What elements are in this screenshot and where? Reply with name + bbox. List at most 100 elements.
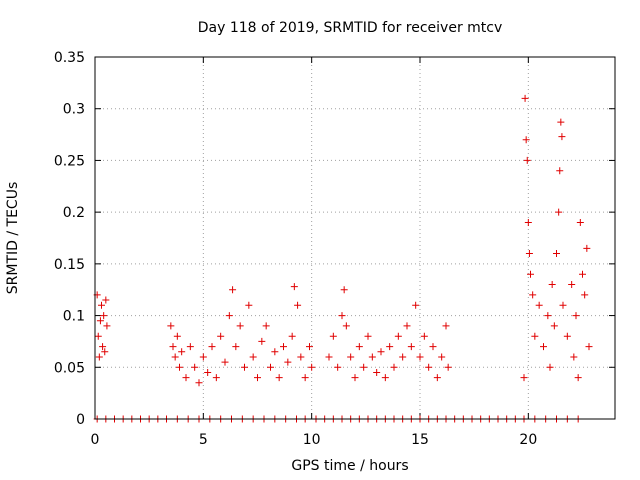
y-axis-label: SRMTID / TECUs xyxy=(5,182,21,295)
data-point xyxy=(394,332,402,340)
data-point xyxy=(425,363,433,371)
data-point xyxy=(585,343,593,351)
data-point xyxy=(99,343,107,351)
data-point xyxy=(167,322,175,330)
data-point xyxy=(178,348,186,356)
data-point xyxy=(555,208,563,216)
data-point xyxy=(563,332,571,340)
data-point xyxy=(103,322,111,330)
data-point xyxy=(195,379,203,387)
data-point xyxy=(186,343,194,351)
data-point xyxy=(412,301,420,309)
data-point xyxy=(212,374,220,382)
data-point xyxy=(548,281,556,289)
x-tick-label: 15 xyxy=(411,432,429,448)
data-point xyxy=(199,353,207,361)
data-point xyxy=(442,322,450,330)
data-point xyxy=(217,332,225,340)
data-point xyxy=(381,374,389,382)
data-point xyxy=(297,353,305,361)
data-point xyxy=(524,218,532,226)
data-point xyxy=(169,343,177,351)
data-point xyxy=(294,301,302,309)
data-point xyxy=(377,348,385,356)
data-point xyxy=(284,358,292,366)
y-tick-label: 0 xyxy=(76,412,85,428)
data-point xyxy=(373,368,381,376)
data-point xyxy=(581,291,589,299)
data-point xyxy=(340,286,348,294)
data-point xyxy=(329,332,337,340)
data-point xyxy=(546,363,554,371)
data-point xyxy=(249,353,257,361)
y-tick-label: 0.05 xyxy=(54,360,85,376)
data-point xyxy=(429,343,437,351)
data-point xyxy=(95,353,103,361)
data-point xyxy=(416,353,424,361)
data-point xyxy=(334,363,342,371)
data-point xyxy=(390,363,398,371)
data-point xyxy=(535,301,543,309)
data-point xyxy=(301,374,309,382)
data-point xyxy=(531,332,539,340)
data-point xyxy=(176,363,183,371)
data-point xyxy=(306,343,313,351)
data-point xyxy=(444,363,452,371)
data-point xyxy=(529,291,537,299)
y-tick-label: 0.25 xyxy=(54,153,85,169)
data-point xyxy=(438,353,446,361)
data-point xyxy=(236,322,244,330)
plot-frame xyxy=(94,56,616,420)
data-point xyxy=(523,156,531,164)
data-point xyxy=(267,363,274,371)
data-point xyxy=(360,363,368,371)
data-point xyxy=(527,270,534,278)
data-point xyxy=(94,332,102,340)
x-tick-label: 10 xyxy=(303,432,321,448)
data-point xyxy=(579,270,586,278)
grid-layer xyxy=(95,57,615,419)
data-point xyxy=(98,301,105,309)
data-point xyxy=(182,374,190,382)
data-point xyxy=(556,167,564,175)
x-axis-label: GPS time / hours xyxy=(291,458,408,474)
data-point xyxy=(364,332,372,340)
data-point xyxy=(308,363,316,371)
data-point xyxy=(96,317,104,325)
x-tick-label: 20 xyxy=(519,432,537,448)
data-point xyxy=(574,374,582,382)
y-tick-label: 0.1 xyxy=(63,309,85,325)
data-point xyxy=(520,374,528,382)
data-point xyxy=(576,218,584,226)
data-point xyxy=(225,312,233,320)
data-point xyxy=(557,118,565,126)
data-point xyxy=(407,343,415,351)
data-point xyxy=(258,337,266,345)
data-point xyxy=(245,301,253,309)
data-point xyxy=(221,358,229,366)
data-point xyxy=(102,296,110,304)
data-point xyxy=(386,343,394,351)
data-point xyxy=(262,322,270,330)
tick-labels: 0 0.05 0.1 0.15 0.2 0.25 0.3 0.35 0 5 10 15 20 xyxy=(54,50,537,448)
data-point xyxy=(232,343,240,351)
data-point xyxy=(254,374,261,382)
data-point xyxy=(208,343,216,351)
data-point xyxy=(553,250,560,258)
data-point xyxy=(572,312,580,320)
data-point xyxy=(559,301,567,309)
data-point xyxy=(290,283,298,291)
y-tick-label: 0.15 xyxy=(54,257,85,273)
data-point xyxy=(171,353,179,361)
data-point xyxy=(540,343,547,351)
data-point xyxy=(570,353,578,361)
data-point xyxy=(347,353,355,361)
data-point xyxy=(342,322,350,330)
data-point xyxy=(403,322,411,330)
data-point xyxy=(433,374,441,382)
data-point xyxy=(100,312,108,320)
data-point xyxy=(191,363,199,371)
data-point xyxy=(525,250,533,258)
y-tick-label: 0.2 xyxy=(63,205,85,221)
